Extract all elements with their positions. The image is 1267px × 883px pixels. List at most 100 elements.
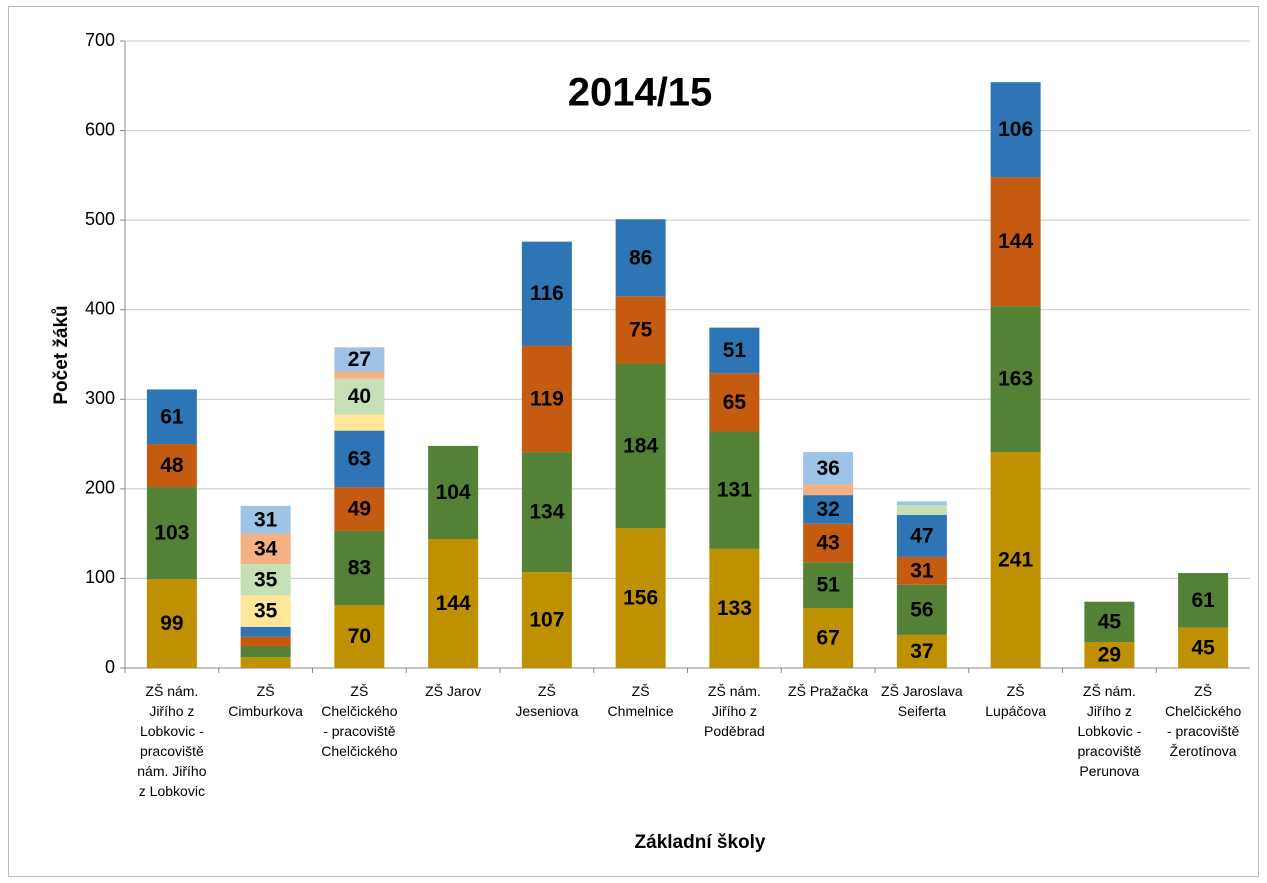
data-label: 27 [348,348,371,371]
bar-segment [896,556,947,585]
data-label: 51 [816,574,840,597]
y-tick-label: 100 [85,567,115,587]
bar-segment [146,389,197,445]
data-label: 61 [160,405,184,428]
bar-segment [803,607,854,668]
x-tick-label: ZŠ Pražačka [788,683,868,699]
bar-segment [240,564,291,596]
x-tick-label-line: ZŠ [257,683,275,699]
data-label: 163 [998,368,1033,391]
bar-segment [240,646,291,658]
data-label: 35 [254,568,278,591]
y-tick-label: 600 [85,119,115,139]
bar-segment [709,431,760,549]
data-label: 107 [529,609,564,632]
bar-segment [521,452,572,573]
data-label: 104 [436,481,471,504]
bar-segment [896,501,947,505]
x-tick-label: ZŠ Jeseniova [515,683,578,719]
bar-segment [428,445,479,540]
data-label: 75 [629,318,653,341]
x-tick-label-line: ZŠ nám. [145,683,198,699]
data-label: 32 [816,498,839,521]
bar-segment [990,306,1041,453]
x-tick-label: ZŠ Jaroslava Seiferta [881,683,963,719]
data-label: 36 [816,457,839,480]
x-tick-label-line: ZŠ Jarov [425,683,481,699]
x-tick-label-line: Jiřího z [712,703,757,719]
x-tick-label-line: Chelčického [321,703,397,719]
data-label: 133 [717,597,752,620]
bar-segment [615,296,666,364]
x-tick-label-line: ZŠ [1007,683,1025,699]
data-label: 144 [436,592,471,615]
x-tick-label-line: ZŠ nám. [1083,683,1136,699]
data-label: 45 [1098,610,1122,633]
y-tick-label: 400 [85,298,115,318]
bar-segment [896,504,947,515]
x-tick-label-line: z Lobkovic [139,783,205,799]
x-tick-label-line: Perunova [1079,763,1139,779]
x-tick-label-line: nám. Jiřího [137,763,206,779]
x-tick-label-line: Seiferta [898,703,946,719]
chart-title: 2014/15 [568,71,713,115]
bar-segment [1084,601,1135,643]
bar-segment [521,345,572,453]
bar-segment [240,505,291,534]
x-tick-label-line: ZŠ Jaroslava [881,683,963,699]
data-label: 63 [348,447,371,470]
x-tick-label: ZŠ nám. Jiřího z Lobkovic - pracoviště Perun… [1077,683,1141,779]
data-label: 184 [623,434,658,457]
data-label: 99 [160,612,183,635]
bar-segment [240,595,291,627]
data-label: 31 [254,508,278,531]
data-label: 134 [529,501,564,524]
bar-segment [146,487,197,580]
bar-segment [334,378,385,415]
x-tick-label: ZŠ Lupáčova [985,683,1046,719]
y-tick-label: 200 [85,478,115,498]
x-tick-label-line: pracoviště [140,743,204,759]
bar-segment [240,657,291,668]
x-tick-label-line: pracoviště [1077,743,1141,759]
x-tick-label-line: Žerotínova [1170,743,1237,759]
data-label: 116 [530,282,564,305]
x-tick-label: ZŠ Chelčického - pracoviště Žerotínova [1165,683,1241,759]
x-tick-label: ZŠ Cimburkova [228,683,303,719]
data-label: 35 [254,600,278,623]
x-tick-label-line: - pracoviště [1167,723,1240,739]
data-label: 56 [910,598,933,621]
data-label: 70 [348,625,371,648]
bar-segment [240,533,291,565]
data-label: 37 [910,640,933,663]
x-tick-label-line: Lobkovic - [1077,723,1141,739]
bar-segment [896,584,947,635]
x-tick-label-line: ZŠ [350,683,368,699]
bar-segment [803,484,854,496]
data-label: 48 [160,454,184,477]
data-label: 119 [530,387,564,410]
bar-segment [146,444,197,488]
x-tick-label-line: Chelčického [321,743,397,759]
bar-segment [334,414,385,431]
data-label: 144 [998,230,1033,253]
bar-segment [709,548,760,668]
bar-segment [334,347,385,372]
y-tick-label: 700 [85,30,115,50]
bar-segment [334,430,385,488]
data-label: 34 [254,537,278,560]
bar-segment [334,605,385,668]
data-label: 31 [910,559,934,582]
bar-segment [803,562,854,608]
data-label: 86 [629,246,652,269]
bar-segment [334,530,385,606]
bar-segment [709,327,760,374]
bar-segment [615,363,666,529]
x-tick-label-line: ZŠ [632,683,650,699]
x-tick-label-line: ZŠ [538,683,556,699]
data-label: 103 [154,522,189,545]
data-label: 67 [816,627,839,650]
data-label: 83 [348,557,371,580]
bar-segment [240,636,291,647]
